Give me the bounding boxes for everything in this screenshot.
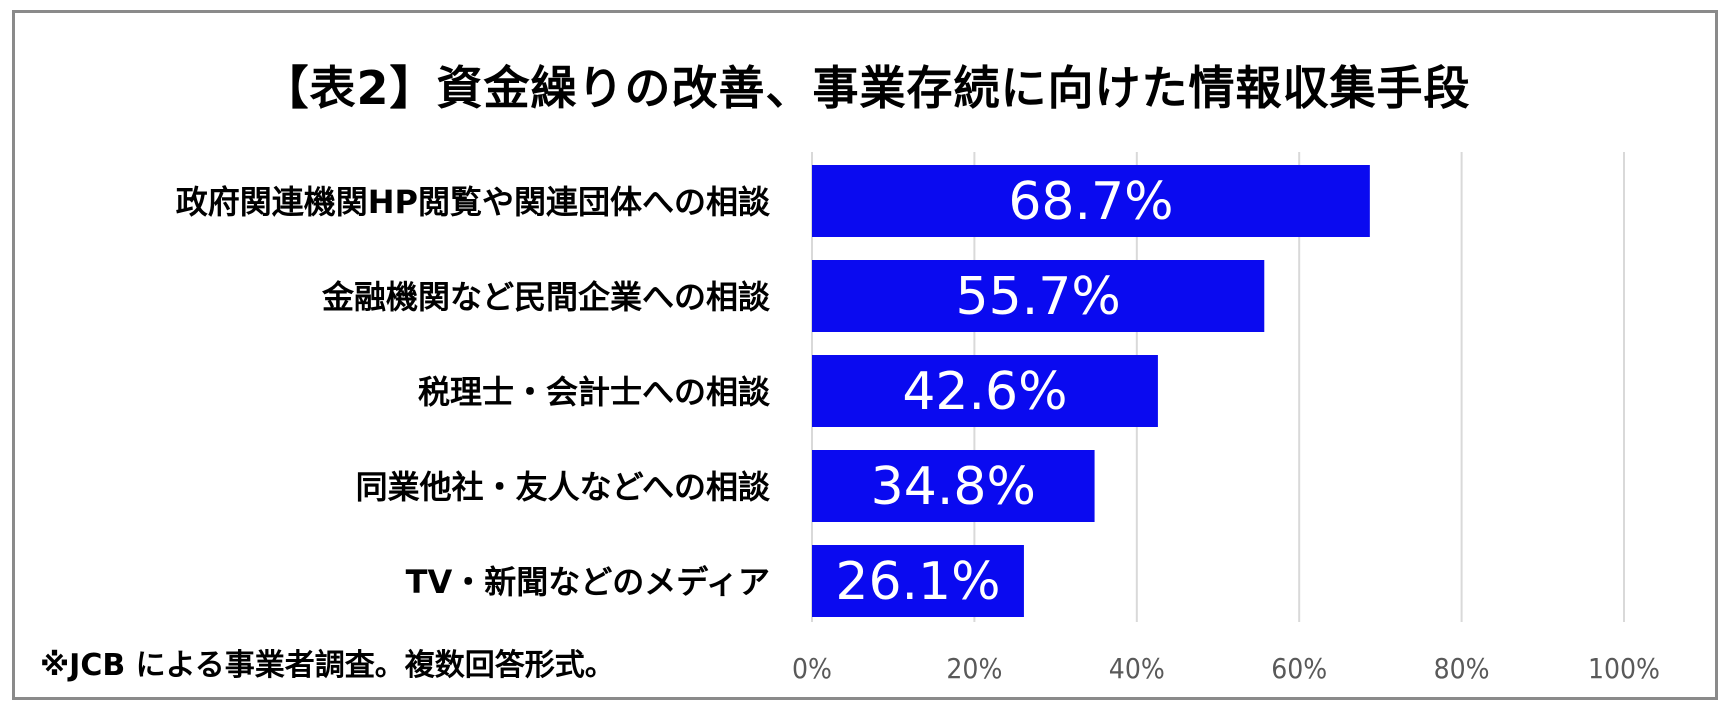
data-label: 34.8% — [871, 457, 1036, 517]
bar — [812, 165, 1370, 237]
bar — [812, 450, 1095, 522]
category-label: TV・新聞などのメディア — [406, 563, 770, 601]
category-label: 政府関連機関HP閲覧や関連団体への相談 — [176, 183, 771, 221]
data-label: 42.6% — [902, 362, 1067, 422]
footnote: ※JCB による事業者調査。複数回答形式。 — [40, 648, 615, 683]
category-labels: 政府関連機関HP閲覧や関連団体への相談金融機関など民間企業への相談税理士・会計士… — [176, 183, 771, 601]
data-label: 68.7% — [1008, 172, 1173, 232]
x-tick-label: 60% — [1271, 652, 1327, 685]
category-label: 同業他社・友人などへの相談 — [356, 468, 771, 506]
category-label: 税理士・会計士への相談 — [418, 373, 771, 411]
chart-title: 【表2】資金繰りの改善、事業存続に向けた情報収集手段 — [262, 61, 1471, 115]
bars: 68.7% 55.7% 42.6% 34.8% 26.1% — [812, 165, 1370, 617]
x-tick-label: 0% — [792, 652, 832, 685]
bar — [812, 545, 1024, 617]
bar — [812, 260, 1265, 332]
x-tick-label: 40% — [1109, 652, 1165, 685]
x-tick-label: 100% — [1588, 652, 1660, 685]
x-tick-label: 20% — [946, 652, 1002, 685]
data-label: 26.1% — [835, 552, 1000, 612]
data-label: 55.7% — [956, 267, 1121, 327]
category-label: 金融機関など民間企業への相談 — [321, 278, 771, 316]
x-axis-ticks: 0% 20% 40% 60% 80% 100% — [792, 652, 1660, 685]
x-tick-label: 80% — [1434, 652, 1490, 685]
bar — [812, 355, 1158, 427]
